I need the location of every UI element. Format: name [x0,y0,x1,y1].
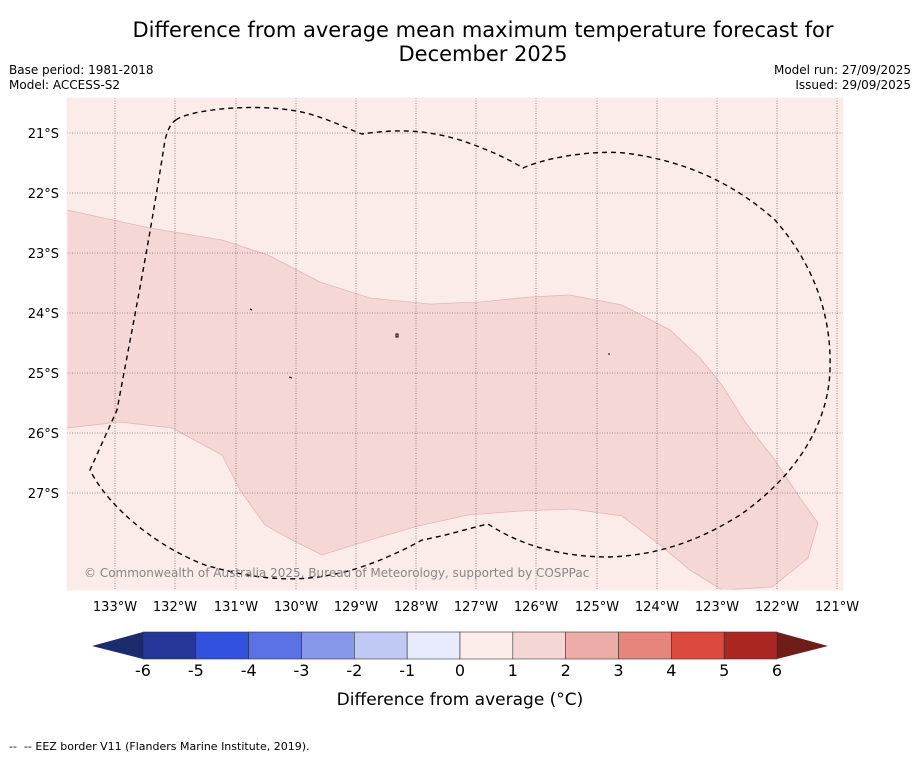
colorbar-tick-label: 1 [508,661,518,680]
lon-label: 129°W [334,600,378,615]
longitude-gridlines [114,98,838,590]
anomaly-region [66,209,819,591]
island-marker [249,308,253,311]
colorbar-tick-label: -4 [241,661,257,680]
colorbar-segment [406,631,461,660]
map-frame [66,97,844,591]
base-period: Base period: 1981-2018 [9,63,154,77]
meta-left: Base period: 1981-2018 Model: ACCESS-S2 [9,63,154,93]
lat-label: 23°S [28,247,59,262]
lon-label: 132°W [153,600,197,615]
island-marker [395,333,399,338]
colorbar-tick-label: 3 [613,661,623,680]
lat-label: 22°S [28,187,59,202]
eez-legend: -- -- EEZ border V11 (Flanders Marine In… [9,740,310,753]
colorbar-segment [565,631,619,660]
issued-date: Issued: 29/09/2025 [795,78,911,92]
colorbar-under-arrow [92,632,143,659]
map-title: Difference from average mean maximum tem… [0,18,919,66]
lat-label: 21°S [28,127,59,142]
colorbar-tick-label: 0 [455,661,465,680]
colorbar-tick-label: -2 [346,661,362,680]
colorbar-segment [354,631,408,660]
latitude-gridlines [67,132,843,494]
title-line-2: December 2025 [398,42,568,66]
eez-legend-text: -- EEZ border V11 (Flanders Marine Insti… [23,740,310,753]
lon-label: 128°W [394,600,438,615]
colorbar: -6 -5 -4 -3 -2 -1 0 1 2 3 4 5 6 Difference from aver… [92,631,828,710]
lon-label: 121°W [815,600,859,615]
colorbar-tick-label: 4 [666,661,676,680]
colorbar-over-arrow [777,632,828,659]
model-run: Model run: 27/09/2025 [773,63,911,77]
lat-label: 25°S [28,367,59,382]
colorbar-tick-label: -6 [135,661,151,680]
colorbar-segment [195,631,249,660]
colorbar-tick-label: -1 [399,661,415,680]
lon-label: 124°W [635,600,679,615]
eez-border [89,106,831,580]
title-line-1: Difference from average mean maximum tem… [132,18,834,42]
model-name: Model: ACCESS-S2 [9,78,121,92]
colorbar-segment [723,631,778,660]
lon-label: 130°W [274,600,318,615]
colorbar-segment [671,631,725,660]
colorbar-segment [618,631,672,660]
colorbar-label: Difference from average (°C) [337,690,584,710]
copyright-notice: © Commonwealth of Australia 2025, Bureau… [84,566,589,580]
colorbar-tick-label: 6 [772,661,782,680]
lon-label: 122°W [755,600,799,615]
colorbar-segment [512,631,566,660]
colorbar-tick-label: 2 [561,661,571,680]
lon-label: 133°W [93,600,137,615]
lon-label: 126°W [514,600,558,615]
lon-label: 125°W [575,600,619,615]
colorbar-tick-label: 5 [719,661,729,680]
lon-label: 127°W [454,600,498,615]
colorbar-tick-label: -3 [294,661,310,680]
colorbar-segment [248,631,302,660]
meta-right: Model run: 27/09/2025 Issued: 29/09/2025 [774,63,911,93]
colorbar-segment [142,631,197,660]
lon-label: 131°W [214,600,258,615]
lat-label: 27°S [28,487,59,502]
island-marker [288,376,293,379]
lon-label: 123°W [695,600,739,615]
island-features [249,308,610,379]
colorbar-tick-label: -5 [188,661,204,680]
lat-label: 24°S [28,307,59,322]
colorbar-segment [301,631,355,660]
colorbar-segment [459,631,514,660]
lat-label: 26°S [28,427,59,442]
eez-legend-dash: -- [9,740,24,753]
